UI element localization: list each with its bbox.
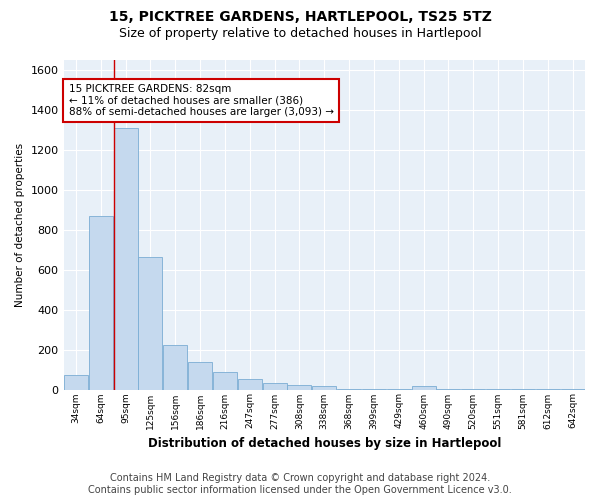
Bar [362,388,386,390]
Bar [139,256,163,390]
Text: Size of property relative to detached houses in Hartlepool: Size of property relative to detached ho… [119,28,481,40]
Y-axis label: Number of detached properties: Number of detached properties [15,142,25,307]
Bar [263,382,287,390]
Bar [412,386,436,390]
Text: Contains HM Land Registry data © Crown copyright and database right 2024.
Contai: Contains HM Land Registry data © Crown c… [88,474,512,495]
Bar [337,388,361,390]
Bar [486,388,510,390]
Bar [312,386,337,390]
Bar [89,216,113,390]
Text: 15, PICKTREE GARDENS, HARTLEPOOL, TS25 5TZ: 15, PICKTREE GARDENS, HARTLEPOOL, TS25 5… [109,10,491,24]
Bar [461,388,485,390]
Text: 15 PICKTREE GARDENS: 82sqm
← 11% of detached houses are smaller (386)
88% of sem: 15 PICKTREE GARDENS: 82sqm ← 11% of deta… [68,84,334,117]
Bar [163,344,187,390]
Bar [188,362,212,390]
Bar [113,128,137,390]
Bar [213,372,237,390]
Bar [560,388,584,390]
Bar [536,388,560,390]
Bar [387,388,411,390]
Bar [511,388,535,390]
Bar [287,384,311,390]
Bar [64,374,88,390]
X-axis label: Distribution of detached houses by size in Hartlepool: Distribution of detached houses by size … [148,437,501,450]
Bar [436,388,460,390]
Bar [238,378,262,390]
